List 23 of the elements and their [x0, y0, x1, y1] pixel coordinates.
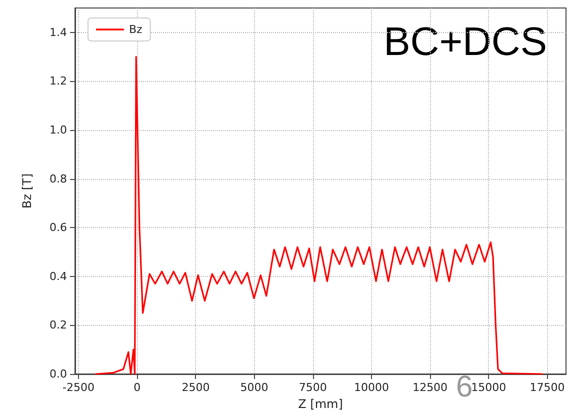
annotation: 6 [456, 370, 473, 404]
x-tick-label: 15000 [471, 381, 506, 394]
y-tick-label: 0.8 [50, 172, 67, 186]
x-tick-label: 5000 [240, 381, 268, 394]
y-tick-label: 1.0 [50, 124, 67, 136]
x-tick-label: 10000 [354, 381, 389, 394]
x-tick-label: -2500 [62, 381, 94, 394]
y-tick-label: 0.6 [50, 221, 67, 234]
y-axis-title: Bz [T] [20, 173, 34, 209]
x-tick-label: 2500 [182, 381, 210, 394]
y-tick-label: 0.0 [50, 368, 67, 380]
line-series [95, 56, 544, 375]
x-tick-label: 12500 [412, 381, 448, 394]
legend-label: Bz [129, 23, 143, 36]
annotation: BC+DCS [384, 20, 548, 64]
y-tick-label: 1.2 [50, 74, 67, 88]
x-tick-label: 0 [134, 381, 141, 394]
x-tick-label: 7500 [298, 381, 327, 394]
y-tick-label: 1.4 [50, 26, 67, 39]
x-axis-title: Z [mm] [298, 396, 343, 411]
y-tick-label: 0.4 [50, 270, 67, 283]
x-tick-label: 17500 [530, 381, 565, 394]
y-tick-label: 0.2 [50, 318, 67, 332]
